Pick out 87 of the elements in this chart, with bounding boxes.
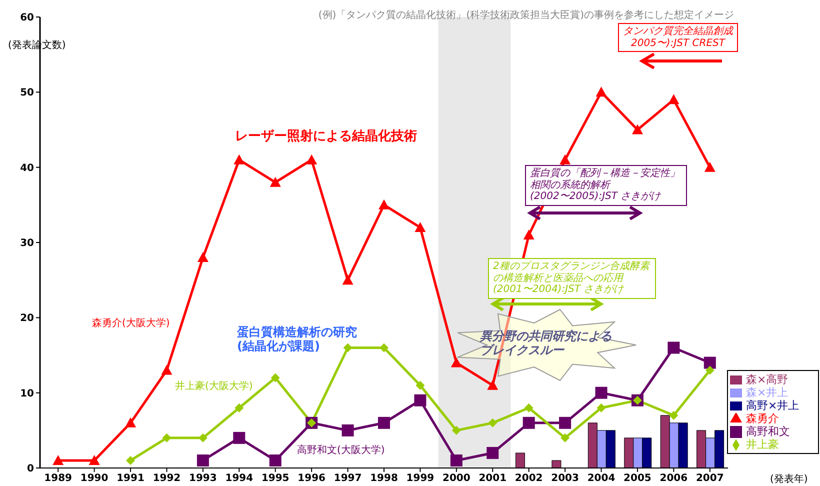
chart-title: (例)「タンパク質の結晶化技術」(科学技術政策担当大臣賞)の事例を参考にした想定イメージ — [318, 8, 734, 22]
point — [560, 154, 571, 164]
y-tick-label: 40 — [20, 162, 34, 174]
x-tick-label: 1995 — [261, 473, 290, 484]
point — [596, 403, 606, 412]
legend-label: 高野和文 — [746, 425, 790, 438]
x-tick-label: 2003 — [551, 473, 580, 484]
legend-label: 森×高野 — [746, 373, 788, 386]
x-tick-label: 2004 — [587, 473, 616, 484]
point — [270, 373, 280, 382]
x-tick-label: 1999 — [406, 473, 434, 484]
y-tick-label: 20 — [20, 313, 34, 324]
annotation: 井上豪(大阪大学) — [175, 381, 253, 392]
point — [414, 394, 426, 406]
point — [161, 364, 172, 375]
point — [559, 416, 572, 429]
x-tick-label: 2007 — [696, 473, 724, 484]
y-tick-label: 10 — [20, 388, 34, 400]
annotation: 蛋白質の「配列－構造－安定性」相関の系統的解析 (2002〜2005):JST さきがけ — [525, 165, 687, 206]
point — [705, 366, 714, 375]
point — [524, 403, 534, 412]
point — [269, 454, 282, 466]
point — [523, 229, 534, 240]
point — [270, 176, 281, 187]
x-tick-label: 2001 — [478, 473, 507, 484]
legend-label: 高野×井上 — [746, 399, 800, 412]
legend-label: 森勇介 — [746, 412, 779, 425]
point — [704, 162, 716, 172]
point — [486, 446, 499, 459]
point — [197, 252, 208, 262]
point — [632, 124, 643, 134]
x-tick-label: 2005 — [624, 473, 652, 484]
annotation: 高野和文(大阪大学) — [297, 445, 385, 456]
x-tick-label: 1998 — [370, 473, 398, 484]
x-tick-label: 1994 — [225, 473, 254, 484]
annotation: タンパク質完全結晶創成 2005〜):JST CREST — [618, 23, 738, 52]
x-tick-label: 1990 — [80, 473, 108, 484]
x-tick-label: 1993 — [189, 473, 217, 484]
point — [52, 454, 64, 465]
point — [306, 154, 318, 164]
y-tick-label: 50 — [20, 88, 34, 99]
x-tick-label: 2000 — [442, 473, 470, 484]
point — [669, 410, 678, 420]
point — [342, 274, 354, 285]
point — [342, 424, 354, 436]
y-tick-label: 60 — [20, 12, 34, 24]
point — [416, 380, 425, 390]
annotation: 森勇介(大阪大学) — [92, 318, 170, 330]
point — [378, 416, 390, 429]
annotation: レーザー照射による結晶化技術 — [235, 129, 417, 145]
point — [487, 380, 498, 390]
annotation: 2種のプロスタグランジン合成酵素の構造解析と医薬品への応用 (2001〜2004):JST さきがけ — [488, 258, 656, 298]
point — [125, 417, 136, 428]
x-axis-title: (発表年) — [770, 472, 808, 486]
point — [704, 356, 716, 369]
point — [450, 454, 462, 466]
point — [378, 199, 390, 210]
point — [560, 433, 570, 442]
point — [234, 403, 244, 412]
point — [234, 154, 245, 164]
point — [522, 416, 535, 429]
x-tick-label: 1991 — [116, 473, 144, 484]
legend-label: 井上豪 — [746, 438, 779, 451]
point — [668, 94, 680, 104]
point — [196, 454, 209, 466]
x-tick-label: 2002 — [514, 473, 543, 484]
point — [233, 432, 246, 444]
point — [452, 426, 461, 435]
point — [595, 386, 608, 399]
x-tick-label: 1989 — [44, 473, 72, 484]
point — [450, 357, 462, 368]
point — [596, 86, 607, 97]
point — [126, 456, 136, 465]
legend-label: 森×井上 — [746, 386, 788, 399]
point — [380, 343, 388, 352]
y-tick-label: 30 — [20, 238, 34, 250]
annotation: 蛋白質構造解析の研究 (結晶化が課題) — [237, 325, 357, 354]
point — [488, 418, 498, 428]
x-tick-label: 2006 — [660, 473, 688, 484]
x-tick-label: 1996 — [298, 473, 326, 484]
point — [668, 342, 680, 354]
x-tick-label: 1992 — [152, 473, 181, 484]
y-tick-label: 0 — [27, 464, 34, 475]
point — [162, 433, 172, 442]
x-tick-label: 1997 — [334, 473, 362, 484]
point — [88, 454, 100, 465]
point — [414, 222, 426, 232]
